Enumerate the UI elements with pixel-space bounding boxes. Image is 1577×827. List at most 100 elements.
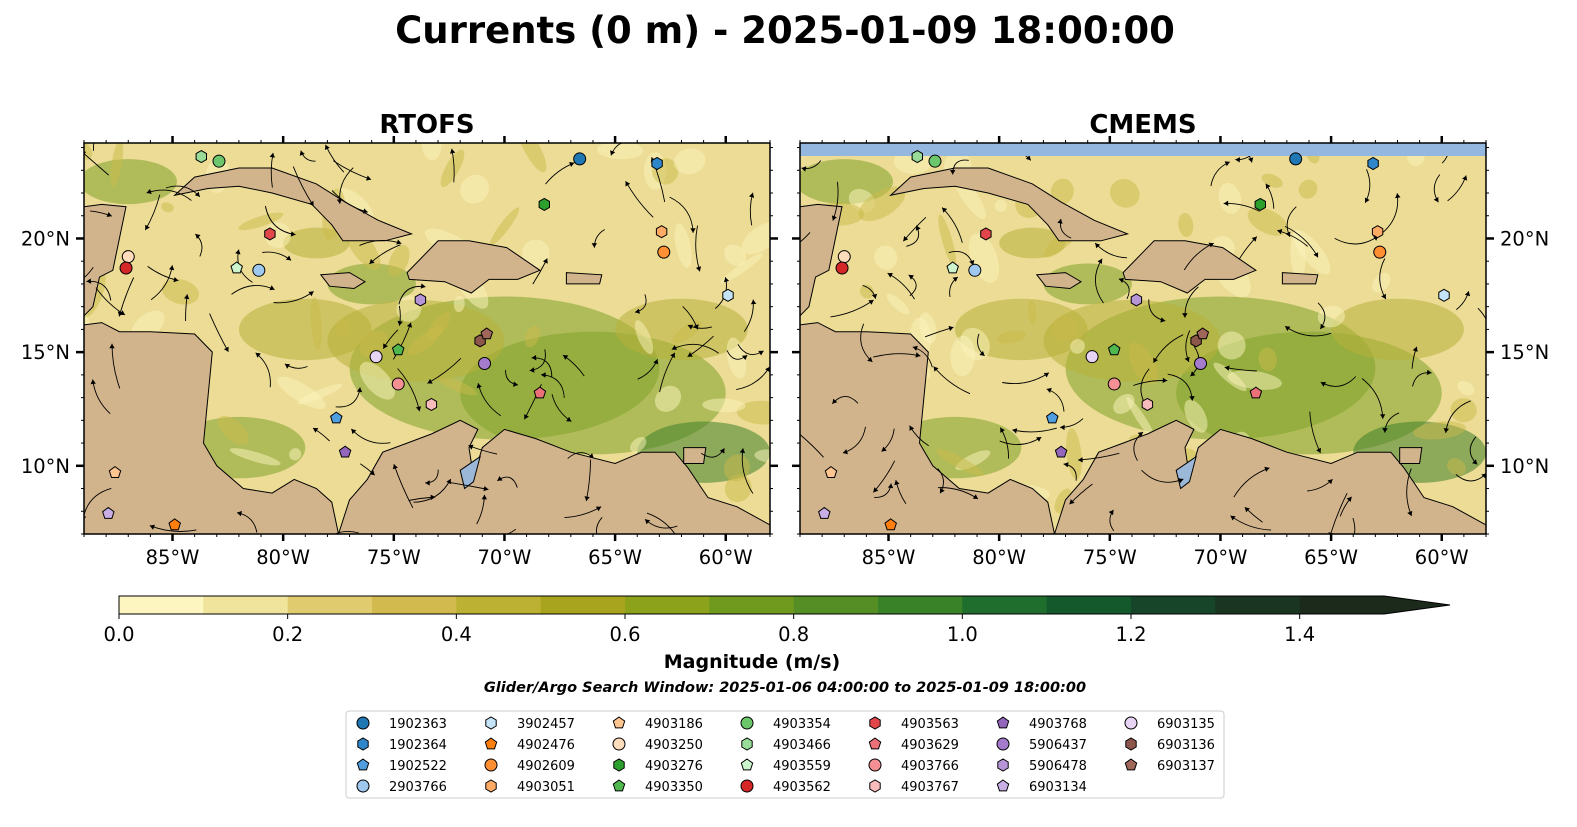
float-marker-4903562 bbox=[835, 261, 849, 275]
speed-patch bbox=[736, 400, 770, 425]
streamline-arrow bbox=[588, 453, 594, 459]
streamline-arrow bbox=[476, 383, 482, 389]
speed-patch bbox=[1054, 488, 1072, 514]
legend-marker-4903354 bbox=[740, 716, 754, 730]
streamline-arrow bbox=[1190, 371, 1196, 377]
float-marker-4903276 bbox=[538, 197, 550, 211]
speed-patch bbox=[522, 239, 550, 268]
landmass bbox=[1035, 272, 1082, 290]
streamline-arrow bbox=[595, 506, 602, 512]
legend-label: 4903350 bbox=[645, 780, 703, 795]
streamline-arrow bbox=[396, 239, 402, 245]
streamline-arrow bbox=[591, 243, 597, 248]
landmass bbox=[1281, 272, 1319, 285]
legend-label: 6903137 bbox=[1157, 759, 1215, 774]
legend-marker-4902609 bbox=[484, 758, 498, 772]
float-legend: 1902363 1902364 1902522 2903766 3902457 49024… bbox=[345, 710, 1225, 799]
streamline-arrow bbox=[690, 228, 696, 233]
float-markers bbox=[818, 150, 1450, 531]
float-marker-6903135 bbox=[369, 350, 383, 364]
streamline-arrow bbox=[831, 215, 837, 221]
streamline-arrow bbox=[635, 308, 640, 314]
streamline-arrow bbox=[645, 519, 651, 525]
float-marker-2903766 bbox=[252, 263, 266, 277]
streamline bbox=[800, 232, 811, 243]
speed-patch bbox=[1109, 179, 1140, 208]
float-marker-4903350 bbox=[391, 343, 405, 356]
legend-label: 4903276 bbox=[645, 759, 703, 774]
lon-tick-label: 75°W bbox=[1083, 546, 1137, 569]
speed-patch bbox=[407, 326, 443, 356]
float-marker-5906478 bbox=[414, 293, 427, 307]
streamline-arrow bbox=[1057, 218, 1063, 224]
legend-label: 1902364 bbox=[389, 738, 447, 753]
lon-tick-label: 80°W bbox=[972, 546, 1026, 569]
streamline-arrow bbox=[979, 350, 985, 356]
streamline-arrow bbox=[881, 446, 887, 452]
speed-patch bbox=[388, 244, 410, 277]
lon-tick-label: 85°W bbox=[862, 546, 916, 569]
legend-label: 4903767 bbox=[901, 780, 959, 795]
streamline-arrow bbox=[1160, 317, 1166, 323]
lon-tick-label: 80°W bbox=[256, 546, 310, 569]
legend-marker-4903466 bbox=[741, 737, 753, 751]
speed-patch bbox=[439, 377, 478, 396]
streamline-arrow bbox=[392, 464, 398, 470]
streamline-arrow bbox=[1060, 424, 1065, 431]
speed-patch bbox=[1290, 230, 1306, 280]
streamline-arrow bbox=[531, 355, 537, 361]
streamline-arrow bbox=[1320, 382, 1326, 387]
speed-patch bbox=[1217, 331, 1246, 360]
streamline-arrow bbox=[750, 299, 757, 305]
speed-patch bbox=[1028, 300, 1037, 325]
streamline-arrow bbox=[695, 266, 702, 272]
streamline-arrow bbox=[1346, 496, 1352, 502]
streamline-arrow bbox=[149, 524, 155, 530]
streamline-arrow bbox=[687, 352, 693, 357]
speed-patch bbox=[629, 437, 647, 453]
land-mask bbox=[84, 167, 770, 534]
colorbar-segment bbox=[1046, 596, 1132, 614]
map-frame bbox=[799, 142, 1487, 535]
streamline-arrow bbox=[369, 470, 375, 476]
streamline-arrow bbox=[1264, 466, 1270, 472]
streamline-arrow bbox=[1036, 437, 1042, 442]
landmass bbox=[84, 322, 340, 534]
speed-patch bbox=[724, 244, 747, 266]
streamline-arrow bbox=[173, 277, 179, 283]
streamline-arrow bbox=[596, 538, 601, 543]
legend-label: 4903186 bbox=[645, 717, 703, 732]
colorbar-tick-label: 0.8 bbox=[778, 623, 809, 646]
float-marker-4902476 bbox=[168, 518, 181, 531]
streamline-arrow bbox=[566, 416, 572, 422]
streamline-arrow bbox=[285, 255, 292, 261]
speed-patch bbox=[874, 245, 898, 270]
float-marker-4903767 bbox=[1141, 397, 1154, 411]
streamline bbox=[92, 143, 95, 151]
colorbar-tick-label: 1.2 bbox=[1115, 623, 1146, 646]
speed-patch bbox=[1070, 339, 1085, 354]
float-marker-4903563 bbox=[980, 227, 992, 241]
legend-label: 2903766 bbox=[389, 780, 447, 795]
lon-tick-label: 60°W bbox=[699, 546, 753, 569]
streamline-arrow bbox=[1182, 313, 1188, 318]
lon-tick-label: 70°W bbox=[1194, 546, 1248, 569]
float-marker-4903766 bbox=[1107, 377, 1121, 391]
legend-label: 4902476 bbox=[517, 738, 575, 753]
streamline-arrow bbox=[950, 170, 956, 175]
speed-patch bbox=[460, 331, 726, 455]
axis-ticks: 85°W 80°W 75°W 70°W 65°W 60°W 10°N 15°N 20°N bbox=[792, 136, 1549, 569]
speed-patch bbox=[297, 383, 343, 405]
streamline-arrow bbox=[1108, 509, 1114, 516]
legend-label: 1902522 bbox=[389, 759, 447, 774]
streamline-arrow bbox=[290, 231, 296, 237]
legend-marker-4903250 bbox=[612, 737, 626, 751]
streamline-arrow bbox=[1472, 459, 1478, 465]
legend-label: 4903559 bbox=[773, 759, 831, 774]
speed-patch bbox=[859, 284, 874, 299]
colorbar-segment bbox=[540, 596, 626, 614]
legend-marker-1902522 bbox=[356, 758, 370, 771]
streamline-arrow bbox=[563, 355, 569, 360]
float-marker-4902609 bbox=[1373, 245, 1387, 259]
streamline-arrow bbox=[873, 487, 879, 493]
